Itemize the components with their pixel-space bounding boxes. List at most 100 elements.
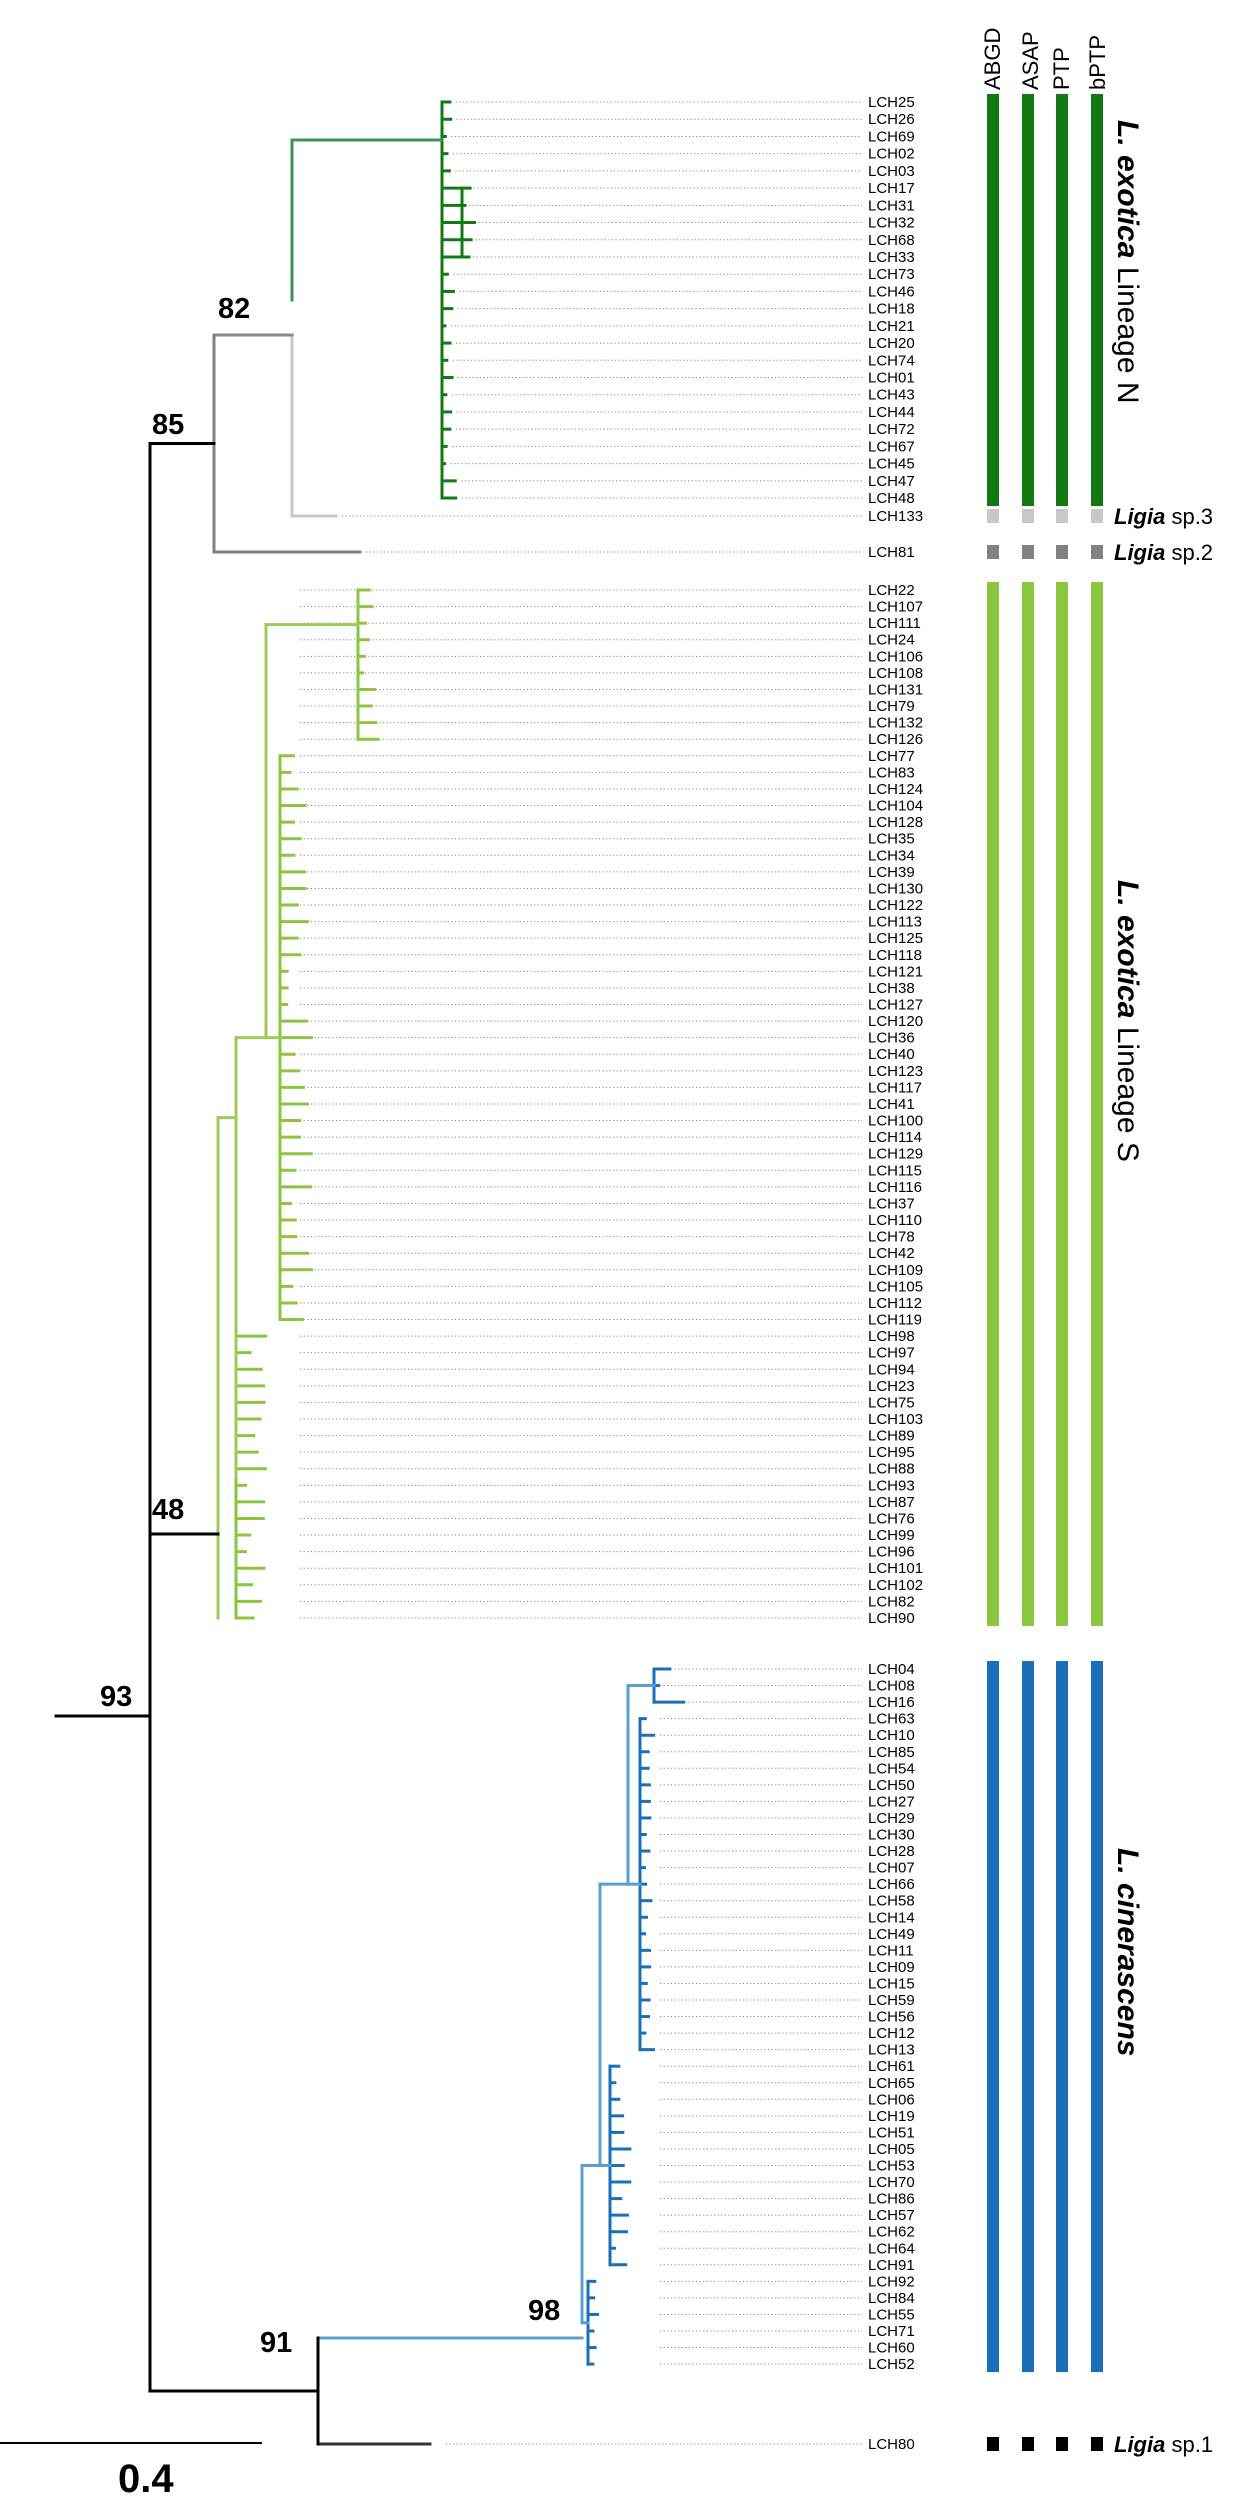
tip-label: LCH06 (868, 2091, 915, 2108)
tip-label: LCH91 (868, 2257, 915, 2274)
tip-label: LCH87 (868, 1494, 915, 1511)
tip-label: LCH37 (868, 1195, 915, 1212)
tip-label: LCH29 (868, 1810, 915, 1827)
delimitation-bar-bptp (1091, 2437, 1103, 2451)
tip-label: LCH125 (868, 930, 923, 947)
tip-label: LCH07 (868, 1860, 915, 1877)
tip-label: LCH95 (868, 1444, 915, 1461)
delimitation-bar-bptp (1091, 582, 1103, 1626)
tip-label: LCH17 (868, 180, 915, 197)
tip-label: LCH78 (868, 1229, 915, 1246)
tip-label: LCH11 (868, 1942, 914, 1959)
delimitation-bar-asap (1022, 509, 1034, 523)
tip-label: LCH127 (868, 997, 923, 1014)
tip-label: LCH98 (868, 1328, 915, 1345)
tip-label: LCH30 (868, 1827, 915, 1844)
tip-label: LCH86 (868, 2191, 915, 2208)
tip-label: LCH52 (868, 2356, 915, 2373)
tip-label: LCH15 (868, 1975, 915, 1992)
tip-label: LCH43 (868, 387, 915, 404)
delimitation-bar-abgd (987, 545, 999, 559)
tip-label: LCH19 (868, 2108, 915, 2125)
tip-label: LCH32 (868, 215, 915, 232)
tip-label: LCH51 (868, 2124, 915, 2141)
tip-label: LCH13 (868, 2042, 915, 2059)
delimitation-bar-ptp (1056, 2437, 1068, 2451)
tip-label: LCH08 (868, 1678, 915, 1695)
tip-label: LCH71 (868, 2323, 915, 2340)
tip-label: LCH110 (868, 1212, 922, 1229)
delimitation-bar-bptp (1091, 509, 1103, 523)
tip-label: LCH100 (868, 1113, 923, 1130)
tip-label: LCH45 (868, 456, 915, 473)
species-suffix: sp.1 (1165, 2432, 1213, 2457)
tip-label: LCH129 (868, 1146, 923, 1163)
tip-label: LCH33 (868, 249, 915, 266)
tip-labels: LCH25LCH26LCH69LCH02LCH03LCH17LCH31LCH32… (868, 94, 923, 2453)
tip-label: LCH114 (868, 1129, 922, 1146)
clade-suffix: Lineage N (1111, 258, 1144, 403)
delimitation-bar-bptp (1091, 1661, 1103, 2373)
tip-label: LCH113 (868, 914, 922, 931)
tip-label: LCH79 (868, 698, 915, 715)
scale-bar-label: 0.4 (118, 2457, 174, 2500)
tip-label: LCH31 (868, 197, 915, 214)
species-suffix: sp.3 (1165, 504, 1213, 529)
species-label-ligia-sp3: Ligia sp.3 (1114, 504, 1213, 529)
tip-label: LCH14 (868, 1909, 915, 1926)
tip-label: LCH101 (868, 1560, 923, 1577)
tip-label: LCH20 (868, 335, 915, 352)
tip-label: LCH132 (868, 715, 923, 732)
support-value: 82 (218, 293, 250, 325)
tip-label: LCH96 (868, 1544, 915, 1561)
tip-label: LCH38 (868, 980, 915, 997)
method-header-asap: ASAP (1018, 31, 1043, 90)
support-values: 82 85 48 93 91 98 (100, 293, 560, 2359)
tip-label: LCH64 (868, 2240, 915, 2257)
tip-label: LCH69 (868, 128, 915, 145)
tip-label: LCH81 (868, 544, 915, 561)
tip-label: LCH108 (868, 665, 923, 682)
tip-label: LCH92 (868, 2273, 915, 2290)
tip-label: LCH88 (868, 1461, 915, 1478)
tip-label: LCH18 (868, 301, 915, 318)
method-header-bptp: bPTP (1085, 35, 1110, 90)
delimitation-bar-abgd (987, 2437, 999, 2451)
tip-label: LCH85 (868, 1744, 915, 1761)
tip-label: LCH23 (868, 1378, 915, 1395)
tip-label: LCH112 (868, 1295, 922, 1312)
tip-label: LCH28 (868, 1843, 915, 1860)
support-value: 91 (260, 2327, 292, 2359)
tip-label: LCH106 (868, 648, 923, 665)
clade-species: L. exotica (1111, 880, 1144, 1018)
tip-label: LCH59 (868, 1992, 915, 2009)
tip-label: LCH58 (868, 1893, 915, 1910)
tip-label: LCH94 (868, 1361, 915, 1378)
tip-label: LCH67 (868, 438, 915, 455)
tip-label: LCH118 (868, 947, 922, 964)
tip-label: LCH54 (868, 1760, 915, 1777)
tip-label: LCH111 (868, 615, 921, 632)
tip-label: LCH130 (868, 880, 923, 897)
delimitation-bar-ptp (1056, 1661, 1068, 2373)
delimitation-bar-bptp (1091, 94, 1103, 507)
delimitation-bar-asap (1022, 582, 1034, 1626)
tip-label: LCH48 (868, 490, 915, 507)
tip-label: LCH105 (868, 1278, 923, 1295)
tip-label: LCH131 (868, 681, 923, 698)
delimitation-bar-asap (1022, 545, 1034, 559)
tip-label: LCH26 (868, 111, 915, 128)
tip-label: LCH34 (868, 847, 915, 864)
tip-label: LCH21 (868, 318, 915, 335)
species-genus: Ligia (1114, 504, 1165, 529)
tip-label: LCH24 (868, 632, 915, 649)
tip-label: LCH63 (868, 1711, 915, 1728)
tip-label: LCH50 (868, 1777, 915, 1794)
clade-species: L. cinerascens (1111, 1848, 1144, 2056)
tip-label: LCH65 (868, 2075, 915, 2092)
tip-label: LCH40 (868, 1046, 915, 1063)
delimitation-bar-ptp (1056, 509, 1068, 523)
delimitation-bar-ptp (1056, 582, 1068, 1626)
species-label-ligia-sp2: Ligia sp.2 (1114, 540, 1213, 565)
